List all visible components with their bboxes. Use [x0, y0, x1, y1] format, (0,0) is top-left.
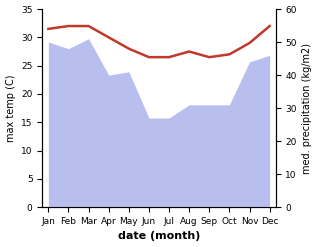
- X-axis label: date (month): date (month): [118, 231, 200, 242]
- Y-axis label: med. precipitation (kg/m2): med. precipitation (kg/m2): [302, 43, 313, 174]
- Y-axis label: max temp (C): max temp (C): [5, 74, 16, 142]
